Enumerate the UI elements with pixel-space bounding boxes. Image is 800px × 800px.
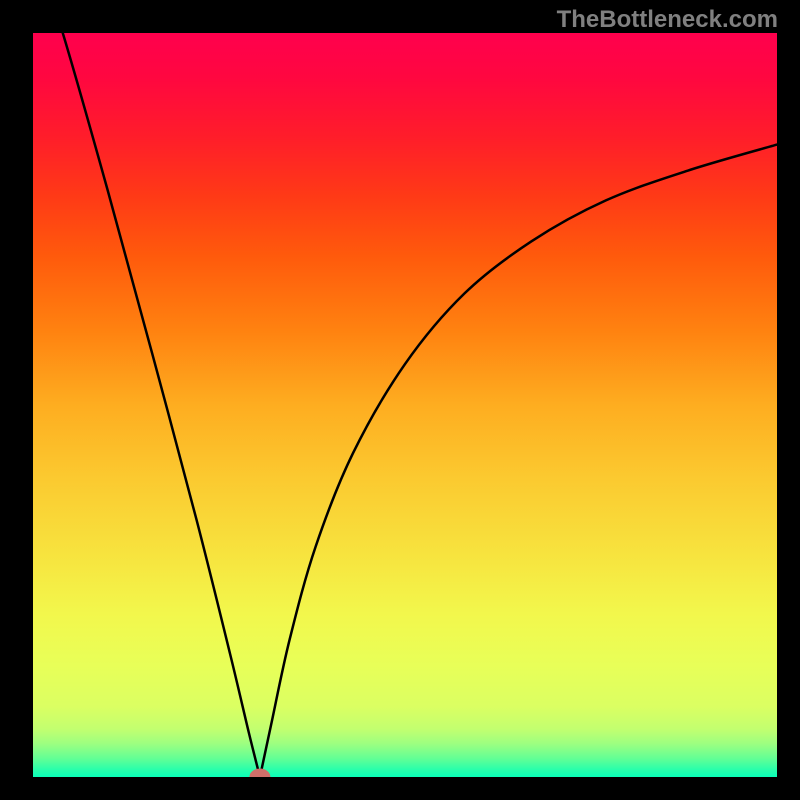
plot-area (33, 33, 777, 777)
gradient-background (33, 33, 777, 777)
chart-svg (33, 33, 777, 777)
watermark-text: TheBottleneck.com (557, 6, 778, 34)
